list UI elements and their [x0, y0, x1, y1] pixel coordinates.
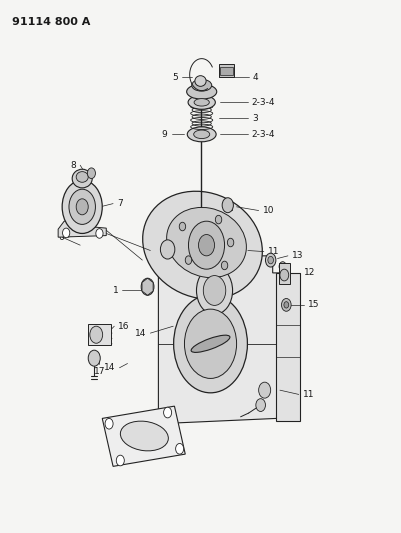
Text: 10: 10	[263, 206, 274, 215]
Circle shape	[62, 180, 102, 233]
Ellipse shape	[72, 169, 92, 188]
Circle shape	[116, 455, 124, 466]
Circle shape	[164, 407, 172, 418]
Circle shape	[259, 382, 271, 398]
Circle shape	[222, 198, 233, 213]
Circle shape	[279, 262, 286, 271]
Text: 5: 5	[173, 73, 178, 82]
Circle shape	[179, 222, 186, 231]
Text: 8: 8	[71, 161, 76, 169]
Text: 2-3-4: 2-3-4	[252, 130, 275, 139]
Circle shape	[203, 276, 226, 305]
Text: 4: 4	[253, 73, 258, 82]
Circle shape	[185, 256, 192, 264]
Polygon shape	[102, 406, 185, 466]
Circle shape	[141, 278, 154, 295]
Text: 12: 12	[304, 269, 315, 277]
Text: 6: 6	[59, 233, 64, 241]
Ellipse shape	[188, 95, 215, 109]
Circle shape	[88, 350, 100, 366]
Circle shape	[63, 228, 70, 238]
Bar	[276, 273, 300, 421]
Text: 17: 17	[94, 367, 105, 376]
Polygon shape	[158, 256, 281, 424]
Circle shape	[184, 309, 237, 378]
Circle shape	[176, 443, 184, 454]
Text: 3: 3	[252, 114, 257, 123]
Circle shape	[160, 240, 175, 259]
Circle shape	[198, 235, 215, 256]
Circle shape	[174, 295, 247, 393]
Circle shape	[227, 238, 234, 247]
Circle shape	[96, 229, 103, 238]
Bar	[88, 324, 111, 345]
Ellipse shape	[76, 172, 88, 182]
Text: 18: 18	[142, 430, 154, 439]
Text: 16: 16	[118, 322, 130, 330]
Circle shape	[76, 199, 88, 215]
Ellipse shape	[187, 84, 217, 99]
Polygon shape	[142, 278, 153, 295]
Ellipse shape	[194, 99, 209, 106]
Text: 1: 1	[113, 286, 118, 295]
Circle shape	[282, 298, 291, 311]
Circle shape	[221, 261, 228, 270]
Text: 11: 11	[303, 390, 314, 399]
Circle shape	[268, 256, 273, 264]
Text: 14: 14	[135, 329, 146, 337]
Circle shape	[280, 269, 289, 281]
Ellipse shape	[194, 130, 210, 139]
Circle shape	[265, 253, 276, 267]
Circle shape	[69, 189, 95, 224]
Bar	[219, 64, 234, 77]
Text: 9: 9	[162, 130, 168, 139]
Text: 15: 15	[308, 301, 320, 309]
Ellipse shape	[167, 207, 246, 278]
Circle shape	[87, 168, 95, 179]
Circle shape	[215, 215, 222, 224]
Circle shape	[105, 418, 113, 429]
Circle shape	[256, 399, 265, 411]
Polygon shape	[58, 219, 106, 237]
Bar	[220, 67, 233, 75]
Text: 14: 14	[104, 364, 115, 372]
Ellipse shape	[191, 335, 230, 352]
Circle shape	[188, 221, 225, 269]
Text: 7: 7	[117, 199, 123, 208]
Circle shape	[90, 326, 103, 343]
Ellipse shape	[192, 79, 212, 91]
Bar	[279, 263, 290, 284]
Circle shape	[284, 302, 289, 308]
Ellipse shape	[187, 127, 216, 142]
Text: 13: 13	[292, 252, 304, 260]
Ellipse shape	[195, 76, 206, 86]
Ellipse shape	[120, 421, 168, 451]
Text: 2-3-4: 2-3-4	[252, 98, 275, 107]
Text: 11: 11	[268, 247, 279, 256]
Ellipse shape	[143, 191, 262, 299]
Circle shape	[196, 266, 233, 314]
Text: 91114 800 A: 91114 800 A	[12, 17, 90, 27]
